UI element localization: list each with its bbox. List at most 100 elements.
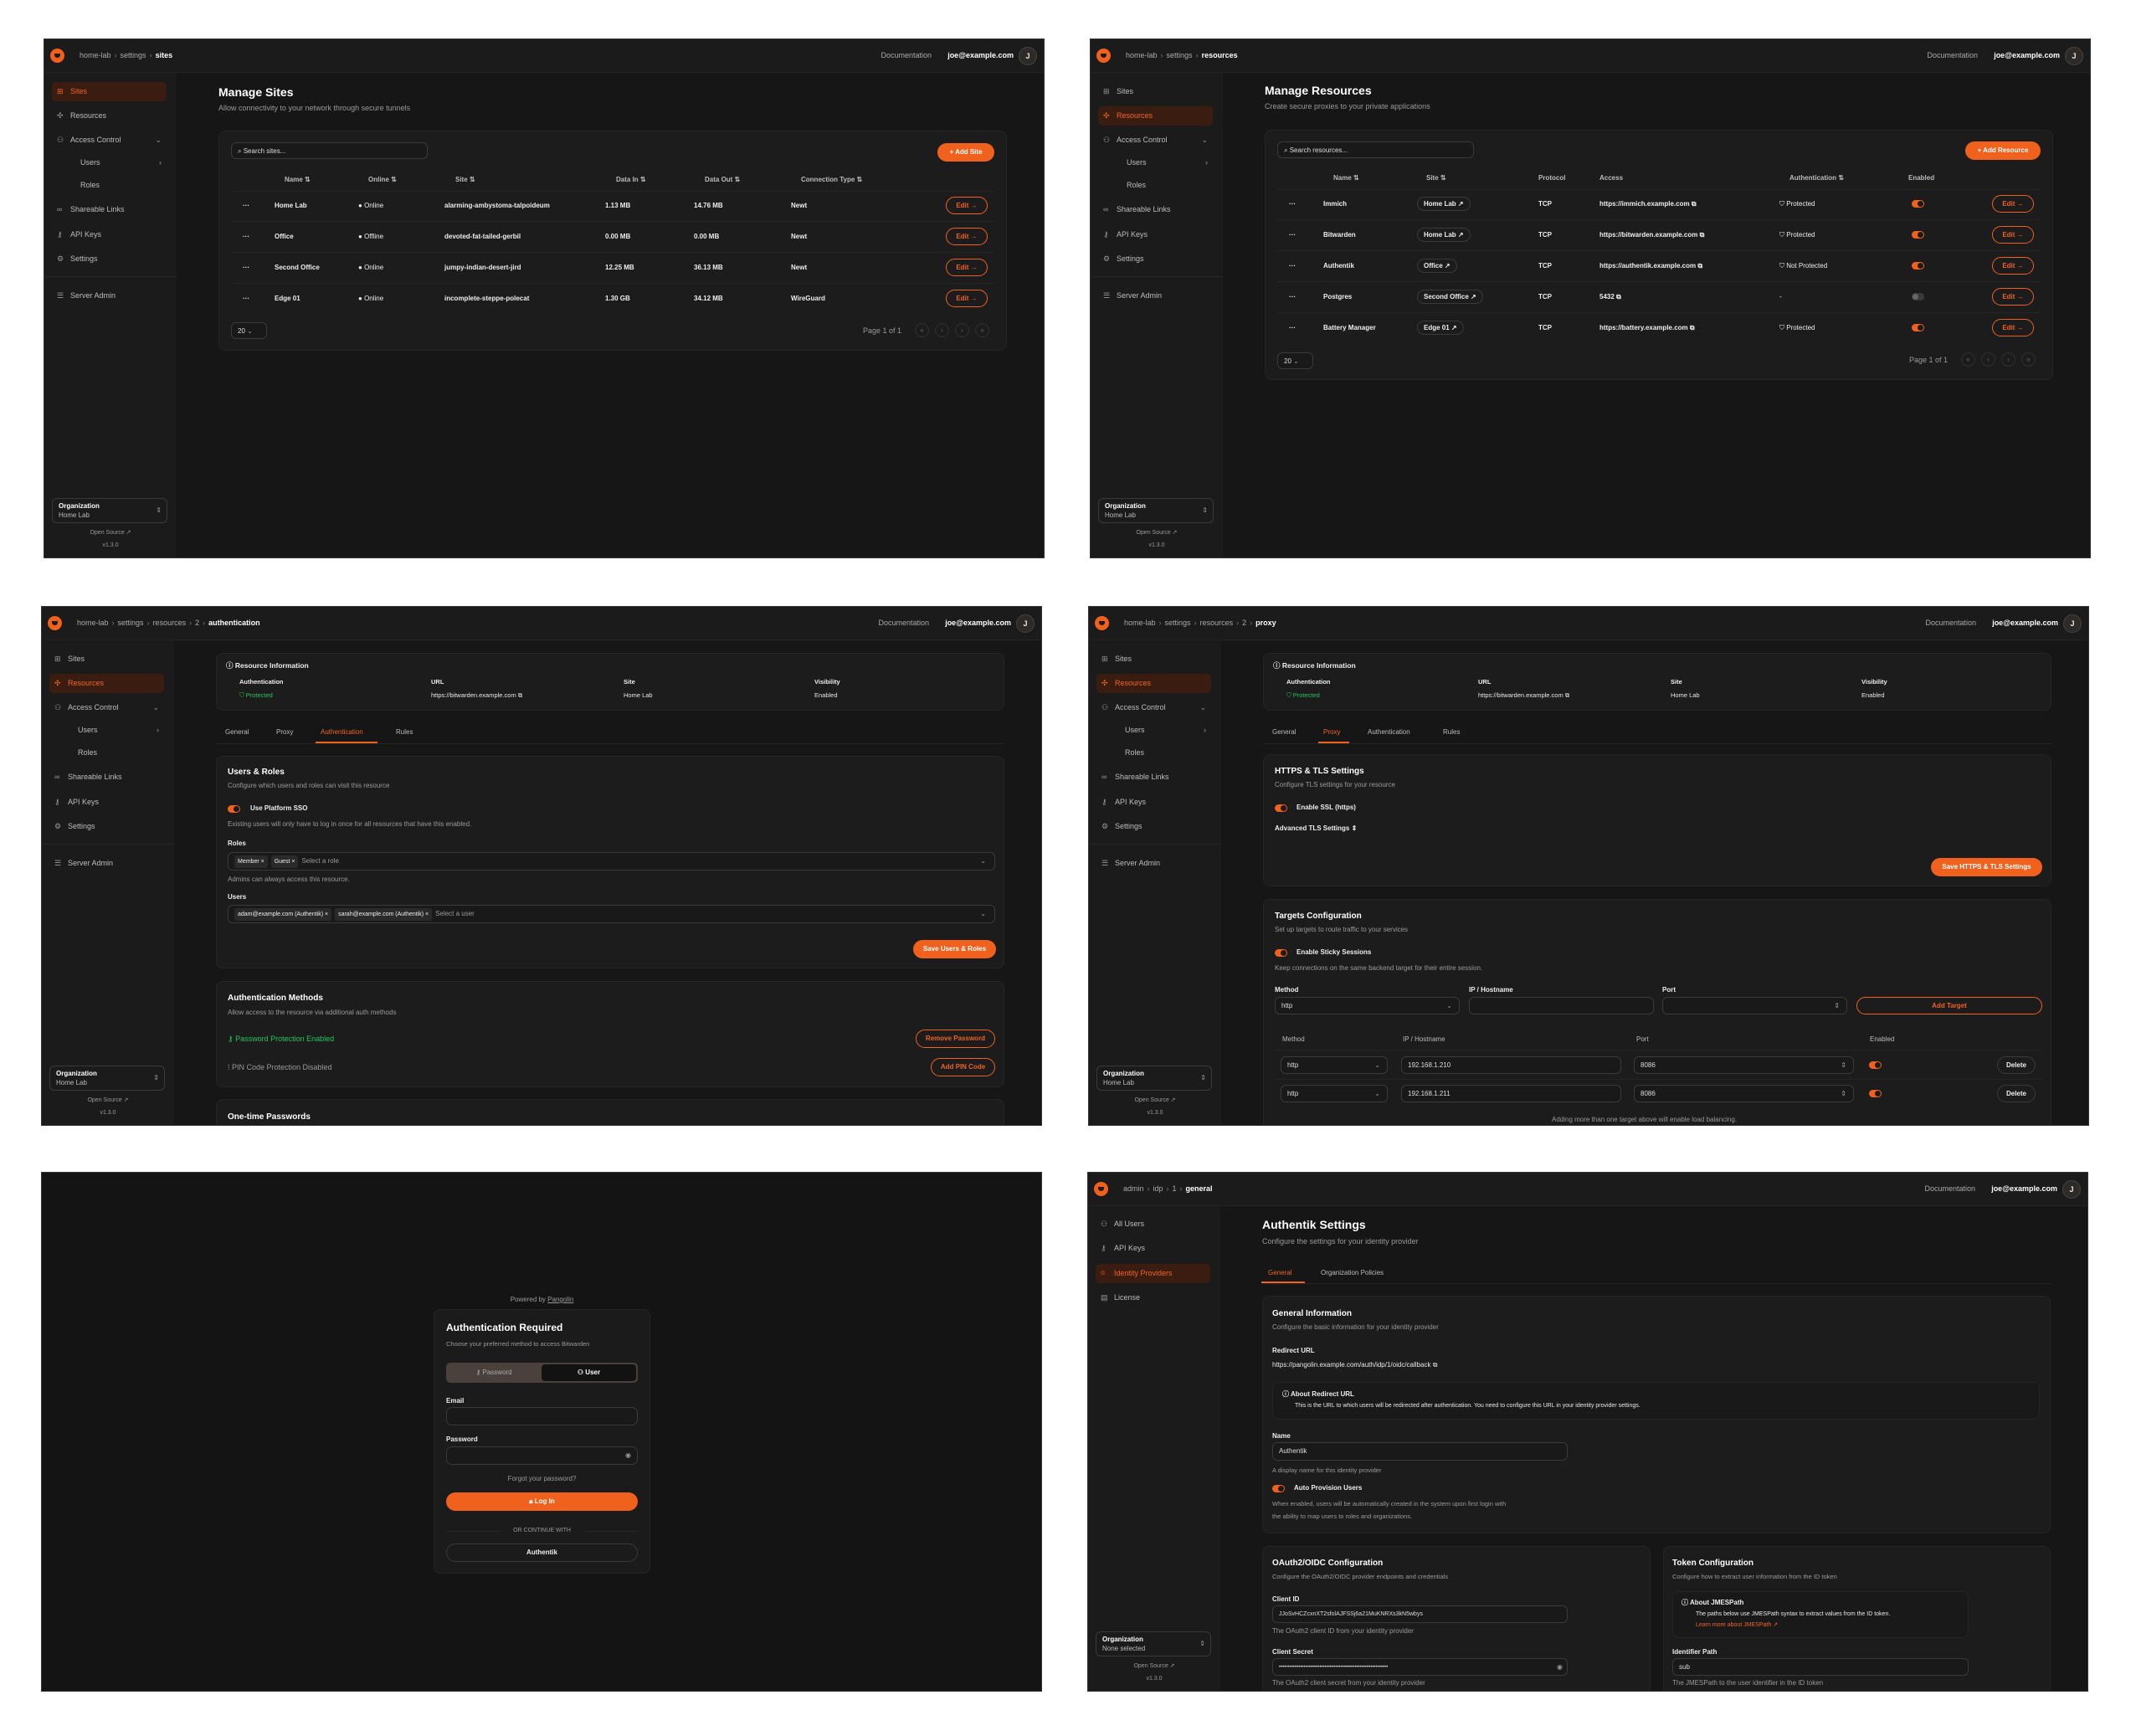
pangolin-logo[interactable] [1094,1182,1108,1196]
copy-icon[interactable]: ⧉ [1432,1361,1438,1369]
breadcrumb-item[interactable]: settings [1164,619,1191,627]
user-email[interactable]: joe@example.com [1991,1184,2057,1193]
row-actions-menu[interactable]: ··· [243,264,249,271]
advanced-tls-toggle[interactable]: Advanced TLS Settings ⇕ [1275,824,1358,832]
edit-button[interactable]: Edit → [946,228,988,245]
open-source-link[interactable]: Open Source ↗ [1089,1097,1221,1104]
copy-icon[interactable]: ⧉ [1691,200,1697,208]
tab-proxy[interactable]: Proxy [276,728,294,736]
breadcrumb-item[interactable]: home-lab [1126,51,1158,59]
learn-jmespath-link[interactable]: Learn more about JMESPath ↗ [1696,1622,1779,1628]
breadcrumb-item[interactable]: home-lab [80,51,111,59]
sidebar-item-api-keys[interactable]: ⚷ API Keys [1098,225,1213,244]
save-users-roles-button[interactable]: Save Users & Roles [913,940,996,958]
role-chip-member[interactable]: Member × [234,855,268,868]
identifier-path-input[interactable]: sub [1672,1658,1969,1676]
tab-proxy[interactable]: Proxy [1323,728,1341,736]
add-site-button[interactable]: + Add Site [937,143,994,162]
column-header[interactable]: Authentication ⇅ [1789,174,1844,182]
forgot-password-link[interactable]: Forgot your password? [507,1475,577,1482]
site-badge[interactable]: Second Office ↗ [1417,290,1483,304]
sidebar-item-roles[interactable]: Roles [1096,743,1211,763]
sidebar-item-sites[interactable]: ⊞ Sites [52,82,167,101]
breadcrumb-item[interactable]: 2 [1242,619,1247,627]
edit-button[interactable]: Edit → [1992,257,2034,275]
next-page-button[interactable]: › [955,323,969,337]
column-header[interactable]: Site ⇅ [455,176,475,183]
sidebar-item-server-admin[interactable]: ☰ Server Admin [1096,854,1211,873]
sidebar-item-settings[interactable]: ⚙ Settings [1096,817,1211,836]
stepper-icon[interactable]: ⇕ [1841,1090,1846,1097]
enabled-toggle[interactable] [1912,293,1924,300]
prev-page-button[interactable]: ‹ [935,323,949,337]
roles-select[interactable]: Member × Guest × Select a role ⌄ [228,852,995,871]
password-input[interactable]: ◉ [446,1446,638,1465]
edit-button[interactable]: Edit → [1992,195,2034,213]
tab-organization-policies[interactable]: Organization Policies [1321,1269,1384,1276]
target-enabled-toggle[interactable] [1869,1061,1882,1069]
sidebar-item-license[interactable]: ▤ License [1096,1288,1210,1307]
chevron-down-icon[interactable]: ⌄ [1199,703,1206,711]
ip-input[interactable] [1469,997,1654,1014]
password-tab[interactable]: ⚷ Password [475,1369,512,1376]
column-header[interactable]: Online ⇅ [368,176,397,183]
copy-icon[interactable]: ⧉ [1564,691,1570,699]
avatar[interactable]: J [2065,47,2083,65]
email-input[interactable] [446,1407,638,1425]
sidebar-item-server-admin[interactable]: ☰ Server Admin [1098,286,1213,306]
sidebar-item-access-control[interactable]: ⚇ Access Control ⌄ [52,131,167,150]
user-chip[interactable]: adam@example.com (Authentik) × [234,908,332,921]
column-header[interactable]: Name ⇅ [285,176,311,183]
row-actions-menu[interactable]: ··· [1289,293,1296,300]
user-email[interactable]: joe@example.com [1992,619,2058,627]
user-email[interactable]: joe@example.com [1994,51,2060,59]
platform-sso-toggle[interactable] [228,805,240,813]
breadcrumb-item[interactable]: settings [120,51,146,59]
add-pin-button[interactable]: Add PIN Code [931,1058,995,1076]
tab-authentication[interactable]: Authentication [321,728,363,736]
edit-button[interactable]: Edit → [946,290,988,307]
sidebar-item-users[interactable]: Users › [1096,721,1211,740]
row-actions-menu[interactable]: ··· [1289,200,1296,208]
tab-rules[interactable]: Rules [1443,728,1461,736]
pangolin-link[interactable]: Pangolin [547,1296,574,1303]
column-header[interactable]: Data In ⇅ [616,176,646,183]
first-page-button[interactable]: « [915,323,929,337]
next-page-button[interactable]: › [2001,352,2015,367]
sidebar-item-roles[interactable]: Roles [1098,176,1213,195]
breadcrumb-item[interactable]: idp [1153,1184,1163,1193]
client-secret-input[interactable]: ••••••••••••••••••••••••••••••••••••••••… [1272,1658,1568,1676]
enabled-toggle[interactable] [1912,262,1924,270]
chevron-down-icon[interactable]: ⌄ [155,136,162,144]
pangolin-logo[interactable] [50,49,64,63]
organization-selector[interactable]: Organization Home Lab ⇕ [1096,1066,1212,1091]
column-header[interactable]: Access [1599,174,1624,182]
role-chip-guest[interactable]: Guest × [270,855,299,868]
page-size-select[interactable]: 20 ⌄ [1277,352,1313,369]
sidebar-item-roles[interactable]: Roles [52,176,167,195]
documentation-link[interactable]: Documentation [881,51,932,59]
search-input[interactable]: ⌕ Search sites... [231,142,428,159]
stepper-icon[interactable]: ⇕ [1834,1002,1840,1009]
row-actions-menu[interactable]: ··· [243,202,249,209]
client-id-input[interactable]: JJoSvHCZcxnXT2sfolAJFSSj6a21MuKNRXs3kN5w… [1272,1605,1568,1623]
breadcrumb-item[interactable]: 2 [195,619,200,627]
user-tab[interactable]: ⚇ User [542,1364,636,1381]
auto-provision-toggle[interactable] [1272,1485,1285,1492]
site-badge[interactable]: Home Lab ↗ [1417,228,1471,242]
user-chip[interactable]: sarah@example.com (Authentik) × [335,908,433,921]
sidebar-item-server-admin[interactable]: ☰ Server Admin [49,854,164,873]
sidebar-item-resources[interactable]: ✣ Resources [1098,106,1213,126]
sidebar-item-sites[interactable]: ⊞ Sites [1098,82,1213,101]
port-input[interactable]: ⇕ [1662,997,1847,1014]
column-header[interactable]: Data Out ⇅ [705,176,741,183]
sidebar-item-settings[interactable]: ⚙ Settings [49,817,164,836]
edit-button[interactable]: Edit → [946,197,988,214]
edit-button[interactable]: Edit → [946,259,988,276]
user-email[interactable]: joe@example.com [945,619,1011,627]
first-page-button[interactable]: « [1961,352,1975,367]
delete-target-button[interactable]: Delete [1997,1085,2036,1102]
enabled-toggle[interactable] [1912,231,1924,239]
copy-icon[interactable]: ⧉ [1699,231,1705,239]
chevron-down-icon[interactable]: ⌄ [1201,136,1208,144]
